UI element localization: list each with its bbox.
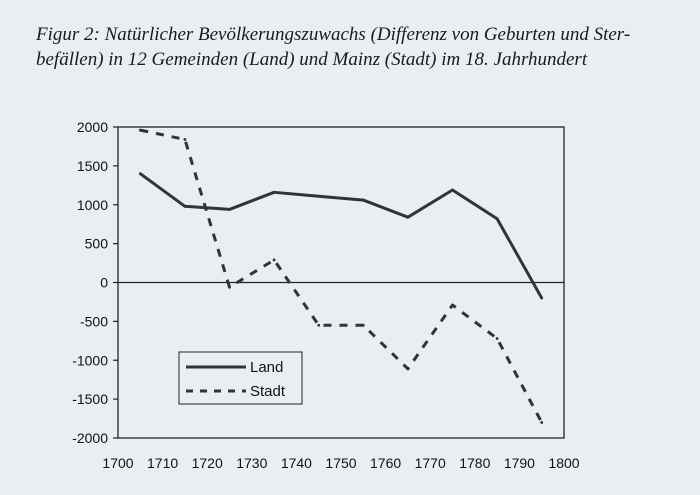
data-point-land: [317, 194, 321, 198]
series-line-land: [139, 172, 544, 299]
x-tick-label: 1720: [192, 455, 223, 471]
data-point-land: [183, 204, 187, 208]
data-point-stadt: [451, 303, 454, 307]
data-point-land: [406, 215, 410, 219]
x-tick-label: 1800: [548, 455, 579, 471]
data-point-stadt: [495, 337, 499, 340]
data-point-stadt: [361, 323, 365, 327]
y-tick-label: 1000: [77, 197, 108, 213]
caption-line-2: befällen) in 12 Gemeinden (Land) und Mai…: [36, 49, 588, 70]
legend-box: [178, 351, 303, 405]
data-point-stadt: [317, 323, 321, 327]
data-point-stadt: [540, 421, 544, 424]
y-tick-label: -1000: [72, 352, 108, 368]
data-point-stadt: [138, 128, 142, 132]
legend-label-land: Land: [250, 359, 283, 376]
x-tick-label: 1770: [415, 455, 446, 471]
x-tick-label: 1790: [504, 455, 535, 471]
data-point-land: [451, 188, 454, 192]
y-tick-label: 2000: [77, 119, 108, 135]
series-layer: [138, 128, 544, 424]
data-point-land: [272, 190, 276, 194]
x-tick-label: 1750: [325, 455, 356, 471]
y-tick-label: 1500: [77, 158, 108, 174]
data-point-stadt: [183, 138, 187, 141]
x-tick-label: 1730: [236, 455, 267, 471]
x-tick-label: 1700: [102, 455, 133, 471]
data-point-stadt: [272, 258, 276, 262]
y-tick-label: -2000: [72, 430, 108, 446]
data-point-stadt: [228, 285, 231, 289]
y-tick-label: -1500: [72, 391, 108, 407]
legend: Land Stadt: [178, 351, 303, 405]
data-point-land: [138, 172, 142, 176]
y-tick-label: 0: [100, 275, 108, 291]
caption-line-1: Figur 2: Natürlicher Bevölkerungszuwachs…: [36, 24, 631, 45]
x-tick-label: 1760: [370, 455, 401, 471]
x-axis-ticks: 1700 1710 1720 1730 1740 1750 1760 1770 1780 1790…: [102, 455, 579, 471]
data-point-land: [228, 208, 231, 211]
data-point-land: [540, 296, 544, 300]
y-tick-label: -500: [80, 313, 108, 329]
legend-label-stadt: Stadt: [250, 383, 286, 400]
data-point-land: [361, 198, 365, 202]
y-axis-ticks: 2000 1500 1000 500 0 -500 -1000 -1500 -2000: [72, 119, 118, 446]
x-tick-label: 1740: [281, 455, 312, 471]
figure-caption: Figur 2: Natürlicher Bevölkerungszuwachs…: [36, 22, 676, 72]
data-point-land: [495, 217, 499, 221]
y-tick-label: 500: [85, 236, 109, 252]
x-tick-label: 1710: [147, 455, 178, 471]
data-point-stadt: [406, 367, 410, 371]
x-tick-label: 1780: [459, 455, 490, 471]
series-line-stadt: [139, 128, 544, 424]
